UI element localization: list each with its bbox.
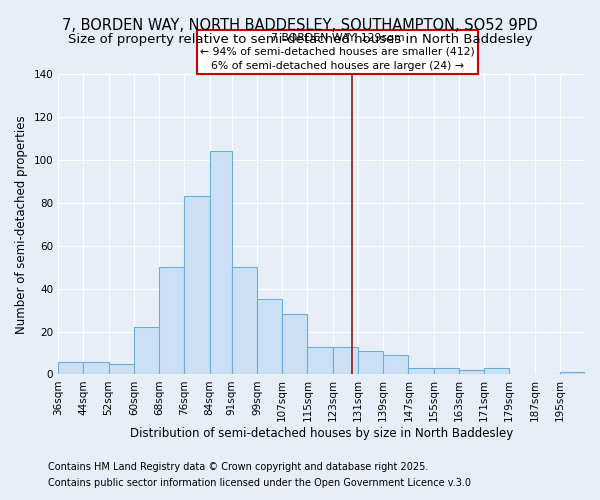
Bar [257,300,282,374]
Bar [484,368,509,374]
Text: Contains HM Land Registry data © Crown copyright and database right 2025.: Contains HM Land Registry data © Crown c… [48,462,428,472]
Bar [383,355,409,374]
Bar [109,364,134,374]
Bar [209,152,232,374]
Y-axis label: Number of semi-detached properties: Number of semi-detached properties [15,115,28,334]
Bar [159,267,184,374]
Text: Size of property relative to semi-detached houses in North Baddesley: Size of property relative to semi-detach… [68,32,532,46]
Text: 7 BORDEN WAY: 129sqm
← 94% of semi-detached houses are smaller (412)
6% of semi-: 7 BORDEN WAY: 129sqm ← 94% of semi-detac… [200,33,475,71]
Text: Contains public sector information licensed under the Open Government Licence v.: Contains public sector information licen… [48,478,471,488]
Bar [184,196,209,374]
Bar [58,362,83,374]
Bar [282,314,307,374]
Bar [134,327,159,374]
X-axis label: Distribution of semi-detached houses by size in North Baddesley: Distribution of semi-detached houses by … [130,427,513,440]
Bar [232,267,257,374]
Text: 7, BORDEN WAY, NORTH BADDESLEY, SOUTHAMPTON, SO52 9PD: 7, BORDEN WAY, NORTH BADDESLEY, SOUTHAMP… [62,18,538,32]
Bar [358,351,383,374]
Bar [434,368,459,374]
Bar [409,368,434,374]
Bar [459,370,484,374]
Bar [307,346,332,374]
Bar [332,346,358,374]
Bar [560,372,585,374]
Bar [83,362,109,374]
